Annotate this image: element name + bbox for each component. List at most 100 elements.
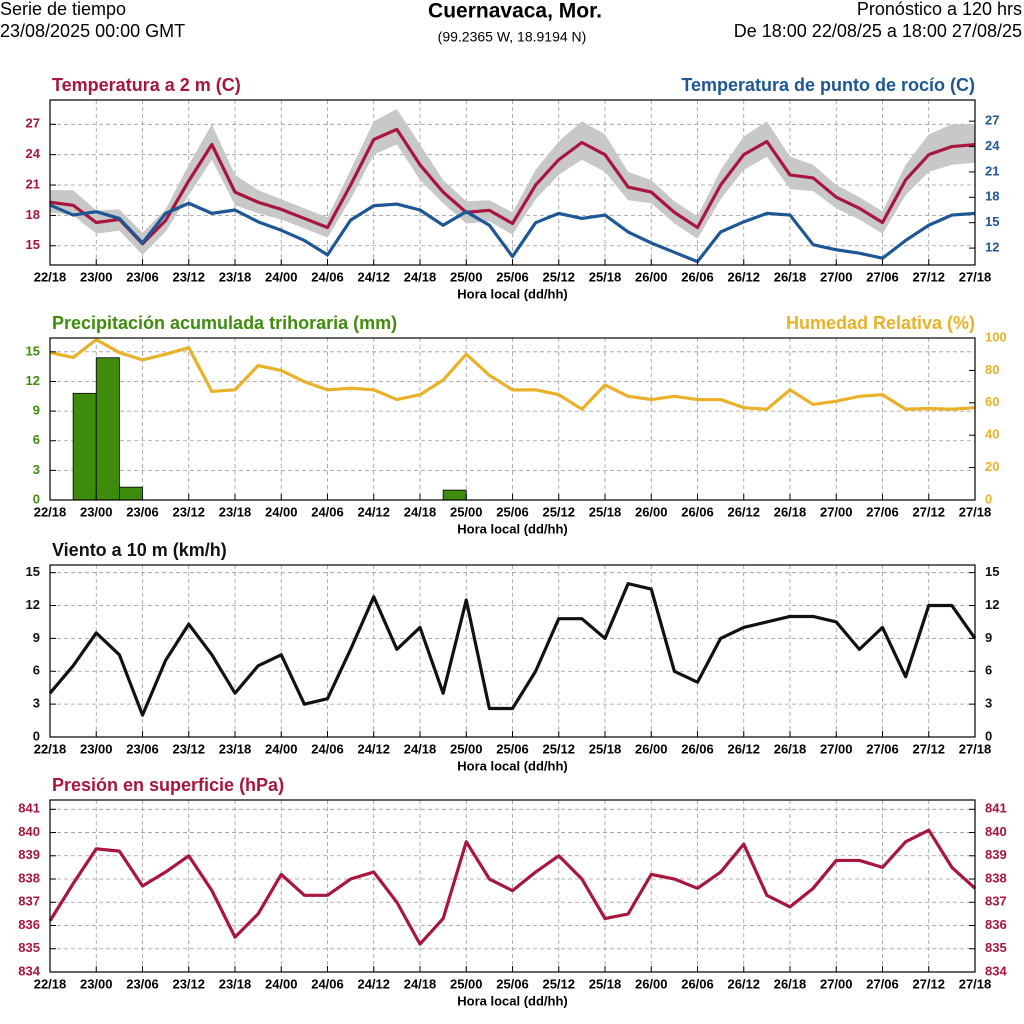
range-band [50, 109, 975, 255]
x-tick-label: 26/18 [774, 976, 807, 991]
y-tick-label: 3 [33, 696, 40, 711]
legend-entry: Temperatura a 2 m (C) [52, 75, 241, 95]
y-tick-label: 15 [26, 564, 40, 579]
x-tick-label: 24/00 [265, 976, 298, 991]
y2-tick-label: 839 [985, 847, 1007, 862]
x-tick-label: 25/00 [450, 269, 483, 284]
x-tick-label: 24/12 [357, 741, 390, 756]
x-tick-label: 24/18 [404, 741, 437, 756]
x-tick-label: 24/06 [311, 269, 344, 284]
x-tick-label: 25/12 [542, 269, 575, 284]
x-tick-label: 27/18 [959, 269, 992, 284]
x-tick-label: 23/00 [80, 269, 113, 284]
x-tick-label: 25/18 [589, 741, 622, 756]
y2-tick-label: 27 [985, 113, 999, 128]
x-tick-label: 27/18 [959, 741, 992, 756]
legend-entry: Viento a 10 m (km/h) [52, 540, 227, 560]
y2-tick-label: 24 [985, 138, 1000, 153]
y-tick-label: 12 [26, 373, 40, 388]
legend-entry: Humedad Relativa (%) [786, 313, 975, 333]
y2-tick-label: 6 [985, 663, 992, 678]
y2-tick-label: 0 [985, 491, 992, 506]
x-tick-label: 26/18 [774, 741, 807, 756]
x-tick-label: 23/00 [80, 504, 113, 519]
header-right-2: De 18:00 22/08/25 a 18:00 27/08/25 [734, 21, 1022, 41]
x-tick-label: 27/12 [912, 976, 945, 991]
x-tick-label: 25/06 [496, 269, 529, 284]
y-tick-label: 9 [33, 630, 40, 645]
x-tick-label: 27/00 [820, 976, 853, 991]
y-tick-label: 18 [26, 207, 40, 222]
x-tick-label: 25/12 [542, 741, 575, 756]
x-tick-label: 22/18 [34, 269, 67, 284]
y-tick-label: 15 [26, 237, 40, 252]
x-tick-label: 27/12 [912, 741, 945, 756]
header-title: Cuernavaca, Mor. [428, 0, 602, 23]
x-tick-label: 25/00 [450, 504, 483, 519]
x-tick-label: 27/06 [866, 269, 899, 284]
x-tick-label: 27/00 [820, 741, 853, 756]
y2-tick-label: 100 [985, 329, 1007, 344]
x-tick-label: 27/00 [820, 269, 853, 284]
x-tick-label: 27/18 [959, 976, 992, 991]
y-tick-label: 841 [18, 801, 40, 816]
x-tick-label: 23/06 [126, 976, 159, 991]
legend-entry: Presión en superficie (hPa) [52, 775, 284, 795]
y2-tick-label: 21 [985, 163, 999, 178]
bar [95, 357, 120, 501]
x-tick-label: 26/18 [774, 269, 807, 284]
y2-tick-label: 835 [985, 940, 1007, 955]
line [49, 338, 976, 411]
x-tick-label: 25/06 [496, 741, 529, 756]
x-tick-label: 26/18 [774, 504, 807, 519]
x-tick-label: 24/18 [404, 269, 437, 284]
x-tick-label: 26/12 [727, 976, 760, 991]
y-tick-label: 836 [18, 917, 40, 932]
y-tick-label: 0 [33, 491, 40, 506]
x-tick-label: 23/12 [172, 269, 205, 284]
x-tick-label: 24/12 [357, 504, 390, 519]
y2-tick-label: 12 [985, 240, 999, 255]
header-subtitle: (99.2365 W, 18.9194 N) [438, 29, 587, 45]
y-tick-label: 27 [26, 116, 40, 131]
y-tick-label: 3 [33, 462, 40, 477]
x-axis-label: Hora local (dd/hh) [457, 286, 568, 301]
x-tick-label: 24/12 [357, 269, 390, 284]
y2-tick-label: 840 [985, 824, 1007, 839]
x-tick-label: 23/00 [80, 741, 113, 756]
x-tick-label: 26/06 [681, 741, 714, 756]
x-tick-label: 27/06 [866, 504, 899, 519]
x-tick-label: 26/00 [635, 976, 668, 991]
x-tick-label: 24/06 [311, 504, 344, 519]
x-tick-label: 24/18 [404, 504, 437, 519]
x-tick-label: 24/00 [265, 741, 298, 756]
x-axis-label: Hora local (dd/hh) [457, 758, 568, 773]
y2-tick-label: 18 [985, 189, 999, 204]
y2-tick-label: 837 [985, 894, 1007, 909]
y2-tick-label: 3 [985, 696, 992, 711]
y-tick-label: 838 [18, 870, 40, 885]
x-tick-label: 24/00 [265, 504, 298, 519]
x-tick-label: 26/00 [635, 269, 668, 284]
x-tick-label: 25/18 [589, 976, 622, 991]
y-tick-label: 12 [26, 597, 40, 612]
x-tick-label: 24/06 [311, 976, 344, 991]
y-tick-label: 0 [33, 728, 40, 743]
x-tick-label: 25/18 [589, 269, 622, 284]
x-tick-label: 23/12 [172, 504, 205, 519]
x-tick-label: 23/18 [219, 741, 252, 756]
x-tick-label: 23/00 [80, 976, 113, 991]
y-tick-label: 9 [33, 403, 40, 418]
y2-tick-label: 60 [985, 394, 999, 409]
x-tick-label: 27/06 [866, 741, 899, 756]
x-axis-label: Hora local (dd/hh) [457, 993, 568, 1008]
y-tick-label: 6 [33, 663, 40, 678]
x-tick-label: 26/00 [635, 504, 668, 519]
x-tick-label: 22/18 [34, 504, 67, 519]
x-axis-label: Hora local (dd/hh) [457, 521, 568, 536]
x-tick-label: 26/12 [727, 741, 760, 756]
x-tick-label: 25/00 [450, 741, 483, 756]
x-tick-label: 23/18 [219, 976, 252, 991]
